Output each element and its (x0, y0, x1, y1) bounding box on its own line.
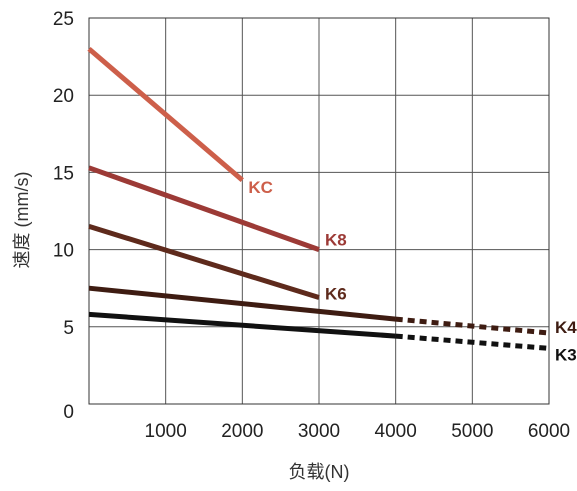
x-tick-label: 2000 (221, 421, 263, 442)
plot-area-frame (88, 17, 550, 405)
series-line-kc (87, 47, 244, 182)
series-line-k4 (88, 285, 396, 322)
series-label-k6: K6 (325, 284, 347, 303)
series-line-dashed-k3 (395, 333, 550, 351)
series-line-dashed-k4 (395, 316, 550, 336)
y-tick-label: 25 (53, 9, 74, 30)
x-tick-labels: 1000 2000 3000 4000 5000 6000 (145, 421, 571, 442)
x-tick-label: 6000 (528, 421, 570, 442)
y-tick-label: 0 (63, 402, 74, 423)
series-label-k3: K3 (555, 345, 577, 364)
y-tick-label: 10 (53, 241, 74, 262)
series-label-k8: K8 (325, 231, 347, 250)
x-tick-label: 4000 (375, 421, 417, 442)
series-label-kc: KC (248, 178, 273, 197)
y-tick-label: 20 (53, 86, 74, 107)
series-line-k3 (88, 311, 396, 339)
x-axis-title: 负载(N) (289, 462, 350, 482)
series-lines (87, 47, 550, 351)
grid (89, 17, 550, 405)
y-tick-label: 5 (63, 318, 74, 339)
x-tick-label: 3000 (298, 421, 340, 442)
series-labels: KC K8 K6 K4 K3 (248, 178, 577, 364)
x-tick-label: 1000 (145, 421, 187, 442)
y-axis-title: 速度 (mm/s) (12, 172, 32, 269)
series-line-k8 (88, 165, 320, 252)
x-tick-label: 5000 (451, 421, 493, 442)
y-tick-labels: 0 5 10 15 20 25 (53, 9, 74, 423)
series-line-k6 (88, 224, 320, 300)
series-label-k4: K4 (555, 318, 577, 337)
y-tick-label: 15 (53, 163, 74, 184)
